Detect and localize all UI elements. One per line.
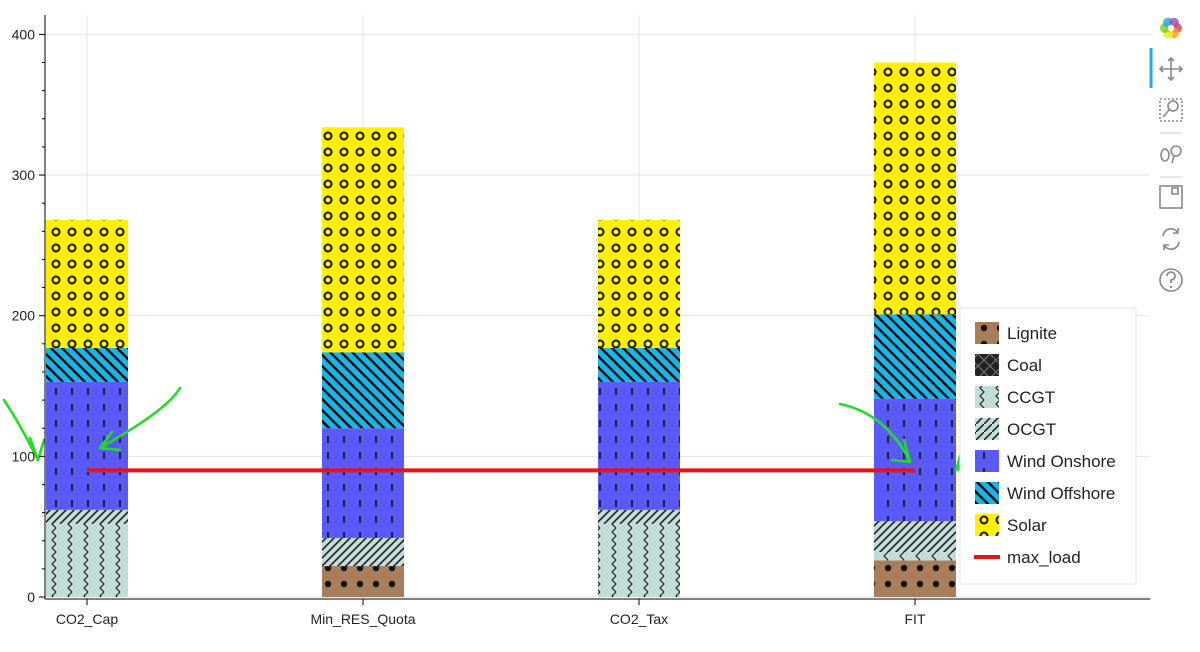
bokeh-logo-icon (1160, 17, 1182, 39)
legend-swatch-wind-onshore (975, 450, 999, 472)
x-axis: CO2_Cap Min_RES_Quota CO2_Tax FIT (56, 599, 926, 627)
bar-wind-offshore-fit (874, 314, 956, 399)
legend-label-solar: Solar (1007, 516, 1047, 535)
bar-wind-offshore-co2_cap (46, 348, 128, 382)
legend-swatch-ccgt (975, 386, 999, 408)
bar-wind-onshore-min_res_quota (322, 428, 404, 538)
green-arrow-head (28, 436, 46, 462)
bar-ocgt-min_res_quota (322, 537, 404, 567)
bars (46, 62, 956, 597)
green-arrow-head (890, 438, 912, 464)
x-tick-label: FIT (905, 611, 926, 627)
y-tick-label: 100 (12, 448, 36, 464)
bar-ccgt-co2_cap (46, 523, 128, 597)
bar-ccgt-fit (874, 551, 956, 561)
legend-label-wind-onshore: Wind Onshore (1007, 452, 1116, 471)
legend-swatch-solar (975, 514, 999, 536)
box-zoom-icon[interactable] (1159, 98, 1183, 122)
bar-wind-onshore-co2_cap (46, 381, 128, 510)
legend-label-wind-offshore: Wind Offshore (1007, 484, 1115, 503)
pan-icon[interactable] (1158, 56, 1184, 82)
bar-ocgt-co2_cap (46, 509, 128, 524)
bar-ccgt-co2_tax (598, 523, 680, 597)
legend-label-coal: Coal (1007, 356, 1042, 375)
legend-swatch-lignite (975, 322, 999, 344)
help-icon[interactable] (1159, 268, 1183, 292)
bar-lignite-min_res_quota (322, 566, 404, 597)
legend-label-ocgt: OCGT (1007, 420, 1056, 439)
y-tick-label: 300 (12, 167, 36, 183)
wheel-zoom-icon[interactable] (1160, 145, 1182, 164)
legend-label-ccgt: CCGT (1007, 388, 1055, 407)
bar-solar-min_res_quota (322, 127, 404, 353)
legend-box (959, 307, 1137, 585)
bar-wind-offshore-co2_tax (598, 348, 680, 382)
x-tick-label: CO2_Cap (56, 611, 118, 627)
legend-label-lignite: Lignite (1007, 324, 1057, 343)
y-tick-label: 0 (27, 589, 35, 605)
legend-swatch-ocgt (975, 418, 999, 440)
green-arrow-shaft (838, 402, 912, 464)
legend: Lignite Coal CCGT OCGT Wind Onshore Wind Offs… (959, 307, 1137, 585)
bar-solar-co2_tax (598, 220, 680, 349)
legend-swatch-wind-offshore (975, 482, 999, 504)
y-tick-label: 400 (12, 26, 36, 42)
x-tick-label: Min_RES_Quota (310, 611, 415, 627)
y-axis: 0 100 200 300 400 (12, 26, 45, 605)
green-arrow-shaft (98, 386, 182, 450)
save-icon[interactable] (1159, 185, 1183, 209)
y-tick-label: 200 (12, 308, 36, 324)
bar-solar-fit (874, 62, 956, 315)
toolbar (1149, 17, 1184, 292)
reset-icon[interactable] (1162, 228, 1180, 250)
legend-label-max_load: max_load (1007, 548, 1081, 567)
bar-wind-offshore-min_res_quota (322, 352, 404, 429)
bar-wind-onshore-fit (874, 398, 956, 522)
legend-swatch-coal (975, 354, 999, 376)
x-tick-label: CO2_Tax (610, 611, 668, 627)
bar-ocgt-co2_tax (598, 509, 680, 524)
green-arrow-head (98, 430, 122, 452)
bar-solar-co2_cap (46, 220, 128, 349)
bar-lignite-fit (874, 560, 956, 597)
bar-ocgt-fit (874, 521, 956, 552)
bar-wind-onshore-co2_tax (598, 381, 680, 510)
